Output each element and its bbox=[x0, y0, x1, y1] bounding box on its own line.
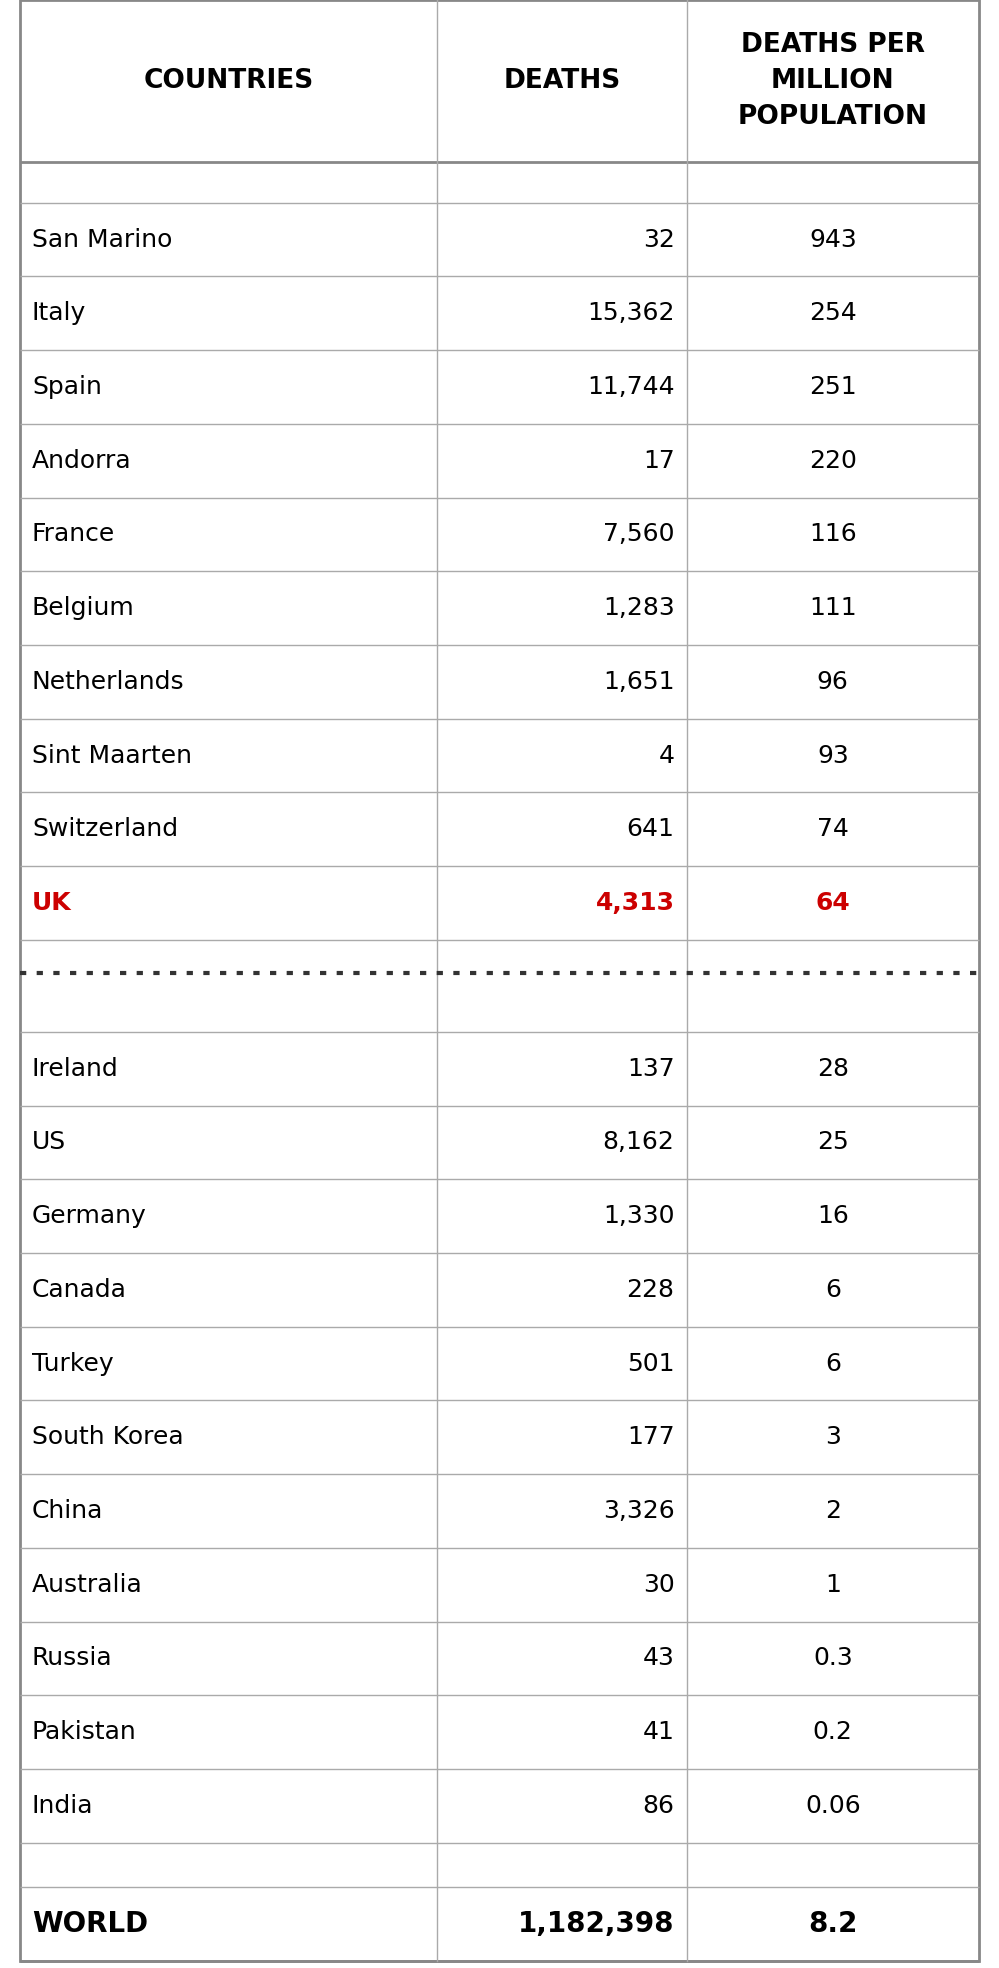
Text: 8.2: 8.2 bbox=[808, 1909, 857, 1938]
Text: 4,313: 4,313 bbox=[595, 892, 674, 915]
Text: Belgium: Belgium bbox=[32, 596, 135, 620]
Text: 1: 1 bbox=[825, 1572, 841, 1596]
Text: 137: 137 bbox=[627, 1057, 674, 1080]
Text: 74: 74 bbox=[817, 817, 849, 840]
Text: UK: UK bbox=[32, 892, 72, 915]
Text: 28: 28 bbox=[817, 1057, 849, 1080]
Text: San Marino: San Marino bbox=[32, 228, 173, 252]
Text: Sint Maarten: Sint Maarten bbox=[32, 744, 192, 768]
Text: France: France bbox=[32, 522, 115, 547]
Text: 86: 86 bbox=[642, 1795, 674, 1818]
Text: 1,283: 1,283 bbox=[602, 596, 674, 620]
Text: 116: 116 bbox=[809, 522, 856, 547]
Text: US: US bbox=[32, 1130, 66, 1155]
Text: Spain: Spain bbox=[32, 376, 102, 400]
Text: 3: 3 bbox=[825, 1425, 841, 1448]
Text: Netherlands: Netherlands bbox=[32, 669, 185, 695]
Text: 6: 6 bbox=[825, 1277, 841, 1303]
Text: Switzerland: Switzerland bbox=[32, 817, 178, 840]
Text: 1,651: 1,651 bbox=[603, 669, 674, 695]
Text: 2: 2 bbox=[825, 1500, 841, 1523]
Text: 16: 16 bbox=[817, 1204, 849, 1228]
Text: 3,326: 3,326 bbox=[602, 1500, 674, 1523]
Text: 641: 641 bbox=[626, 817, 674, 840]
Text: Italy: Italy bbox=[32, 301, 86, 325]
Text: Germany: Germany bbox=[32, 1204, 147, 1228]
Text: 17: 17 bbox=[642, 449, 674, 472]
Text: 43: 43 bbox=[642, 1647, 674, 1671]
Text: 32: 32 bbox=[642, 228, 674, 252]
Text: 111: 111 bbox=[809, 596, 856, 620]
Text: DEATHS PER
MILLION
POPULATION: DEATHS PER MILLION POPULATION bbox=[738, 31, 928, 130]
Text: 1,182,398: 1,182,398 bbox=[518, 1909, 674, 1938]
Text: 64: 64 bbox=[815, 892, 850, 915]
Text: Turkey: Turkey bbox=[32, 1352, 114, 1376]
Text: 25: 25 bbox=[817, 1130, 848, 1155]
Text: 8,162: 8,162 bbox=[602, 1130, 674, 1155]
Text: 943: 943 bbox=[809, 228, 856, 252]
Text: China: China bbox=[32, 1500, 103, 1523]
Text: 96: 96 bbox=[817, 669, 849, 695]
Text: 254: 254 bbox=[809, 301, 856, 325]
Text: Canada: Canada bbox=[32, 1277, 127, 1303]
Text: 251: 251 bbox=[809, 376, 856, 400]
Text: 4: 4 bbox=[658, 744, 674, 768]
Text: 41: 41 bbox=[642, 1720, 674, 1744]
Text: 228: 228 bbox=[626, 1277, 674, 1303]
Text: 177: 177 bbox=[627, 1425, 674, 1448]
Text: South Korea: South Korea bbox=[32, 1425, 184, 1448]
Text: 15,362: 15,362 bbox=[587, 301, 674, 325]
Text: 93: 93 bbox=[817, 744, 848, 768]
Text: India: India bbox=[32, 1795, 94, 1818]
Text: COUNTRIES: COUNTRIES bbox=[144, 69, 314, 94]
Text: 30: 30 bbox=[642, 1572, 674, 1596]
Text: 220: 220 bbox=[809, 449, 857, 472]
Text: Ireland: Ireland bbox=[32, 1057, 119, 1080]
Text: 6: 6 bbox=[825, 1352, 841, 1376]
Text: Pakistan: Pakistan bbox=[32, 1720, 137, 1744]
Text: Andorra: Andorra bbox=[32, 449, 132, 472]
Text: 11,744: 11,744 bbox=[586, 376, 674, 400]
Text: 1,330: 1,330 bbox=[603, 1204, 674, 1228]
Text: 0.06: 0.06 bbox=[805, 1795, 861, 1818]
Text: 501: 501 bbox=[627, 1352, 674, 1376]
Text: Australia: Australia bbox=[32, 1572, 143, 1596]
Text: WORLD: WORLD bbox=[32, 1909, 148, 1938]
Text: 7,560: 7,560 bbox=[603, 522, 674, 547]
Text: DEATHS: DEATHS bbox=[503, 69, 620, 94]
Text: 0.3: 0.3 bbox=[813, 1647, 852, 1671]
Text: 0.2: 0.2 bbox=[813, 1720, 853, 1744]
Text: Russia: Russia bbox=[32, 1647, 113, 1671]
